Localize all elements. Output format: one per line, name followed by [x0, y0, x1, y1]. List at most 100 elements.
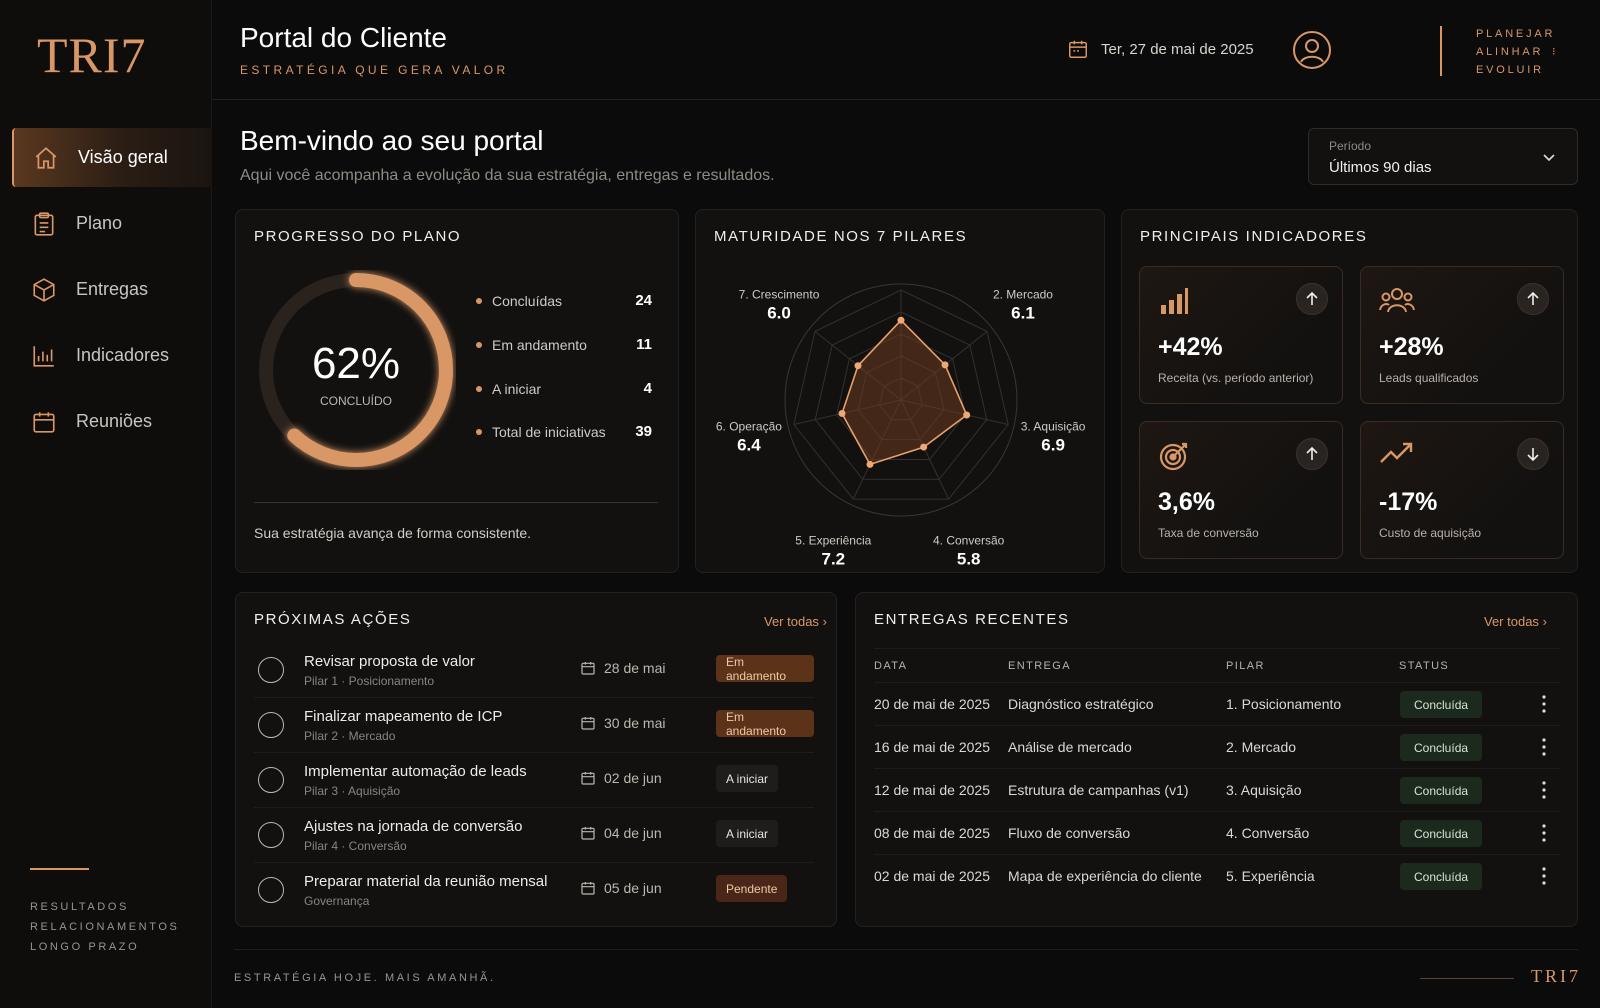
calendar-icon — [1069, 40, 1087, 58]
cell-delivery: Diagnóstico estratégico — [1008, 696, 1154, 712]
chevron-right-icon: › — [822, 614, 827, 629]
more-vertical-icon[interactable] — [1542, 824, 1546, 842]
action-row: Ajustes na jornada de conversão Pilar 4 … — [254, 808, 814, 863]
radar-value: 7.2 — [821, 550, 845, 569]
card-title: MATURIDADE NOS 7 PILARES — [714, 228, 968, 245]
radar-label: 7. Crescimento — [739, 288, 820, 302]
action-row: Preparar material da reunião mensal Gove… — [254, 863, 814, 918]
status-badge: A iniciar — [716, 765, 779, 792]
kpi-leads[interactable]: +28% Leads qualificados — [1360, 266, 1564, 404]
view-all-deliveries-link[interactable]: Ver todas › — [1484, 614, 1547, 629]
action-checkbox[interactable] — [258, 657, 284, 683]
kpi-card: PRINCIPAIS INDICADORES +42% Receita (vs.… — [1121, 209, 1578, 573]
table-row: 16 de mai de 2025 Análise de mercado 2. … — [874, 725, 1560, 768]
cell-date: 12 de mai de 2025 — [874, 782, 990, 798]
more-vertical-icon[interactable] — [1542, 781, 1546, 799]
action-checkbox[interactable] — [258, 767, 284, 793]
action-title: Revisar proposta de valor — [304, 653, 475, 670]
status-badge: Concluída — [1400, 734, 1483, 761]
legend-item: Concluídas 24 — [476, 292, 652, 309]
action-row: Revisar proposta de valor Pilar 1 · Posi… — [254, 643, 814, 698]
sidebar-item-visao-geral[interactable]: Visão geral — [12, 128, 212, 187]
more-vertical-icon[interactable] — [1542, 867, 1546, 885]
legend-item: Em andamento 11 — [476, 336, 652, 353]
radar-points — [838, 316, 971, 468]
bar-chart-icon — [30, 342, 58, 370]
action-title: Ajustes na jornada de conversão — [304, 818, 523, 835]
radar-outer-ring — [784, 283, 1018, 517]
sidebar-item-indicadores[interactable]: Indicadores — [12, 326, 212, 385]
radar-value: 5.8 — [957, 550, 981, 569]
card-title: ENTREGAS RECENTES — [874, 611, 1070, 628]
cell-delivery: Mapa de experiência do cliente — [1008, 868, 1202, 884]
sidebar-item-entregas[interactable]: Entregas — [12, 260, 212, 319]
radar-value: 6.1 — [1011, 304, 1035, 323]
footer-tagline: ESTRATÉGIA HOJE. MAIS AMANHÃ. — [234, 972, 496, 984]
footer-rule — [1420, 978, 1514, 979]
footer-logo: TRI7 — [1531, 966, 1581, 986]
user-avatar-button[interactable] — [1292, 30, 1332, 75]
action-pillar: Governança — [304, 894, 370, 908]
kpi-value: 3,6% — [1158, 488, 1215, 516]
action-date: 28 de mai — [580, 660, 665, 676]
clipboard-icon — [30, 210, 58, 238]
target-icon — [1159, 442, 1188, 471]
action-checkbox[interactable] — [258, 822, 284, 848]
header-tags: PLANEJAR ALINHAR EVOLUIR ⁝ — [1476, 28, 1559, 76]
kpi-revenue[interactable]: +42% Receita (vs. período anterior) — [1139, 266, 1343, 404]
donut-progress-arc — [259, 273, 453, 467]
sidebar-tags: RESULTADOS RELACIONAMENTOS LONGO PRAZO — [30, 901, 180, 953]
action-date: 04 de jun — [580, 825, 662, 841]
progress-card: PROGRESSO DO PLANO 62% CONCLUÍDO Concluí… — [235, 209, 679, 573]
card-divider — [254, 502, 658, 503]
action-pillar: Pilar 1 · Posicionamento — [304, 674, 435, 688]
sidebar-item-reunioes[interactable]: Reuniões — [12, 392, 212, 451]
period-value: Últimos 90 dias — [1329, 159, 1432, 176]
radar-label: 4. Conversão — [933, 534, 1005, 548]
status-badge: Concluída — [1400, 691, 1483, 718]
welcome-subtitle: Aqui você acompanha a evolução da sua es… — [240, 167, 775, 184]
period-select[interactable]: Período Últimos 90 dias — [1308, 128, 1578, 185]
action-title: Preparar material da reunião mensal — [304, 873, 548, 890]
kpi-value: +28% — [1379, 333, 1444, 361]
kpi-conversion[interactable]: 3,6% Taxa de conversão — [1139, 421, 1343, 559]
date-text: Ter, 27 de mai de 2025 — [1101, 40, 1254, 58]
radar-point — [941, 361, 949, 369]
cell-date: 20 de mai de 2025 — [874, 696, 990, 712]
action-pillar: Pilar 2 · Mercado — [304, 729, 396, 743]
action-pillar: Pilar 4 · Conversão — [304, 839, 407, 853]
radar-area — [841, 319, 968, 466]
progress-note: Sua estratégia avança de forma consisten… — [254, 525, 532, 541]
action-checkbox[interactable] — [258, 712, 284, 738]
cell-delivery: Análise de mercado — [1008, 739, 1132, 755]
cell-date: 16 de mai de 2025 — [874, 739, 990, 755]
more-vertical-icon[interactable] — [1542, 738, 1546, 756]
legend-dot — [476, 341, 482, 348]
radar-grid-ring — [814, 311, 988, 480]
radar-label: 2. Mercado — [993, 288, 1053, 302]
radar-label: 3. Aquisição — [1021, 420, 1086, 434]
table-divider — [874, 648, 1560, 649]
action-checkbox[interactable] — [258, 877, 284, 903]
column-header-pillar: PILAR — [1226, 660, 1265, 672]
kpi-label: Taxa de conversão — [1158, 526, 1259, 540]
radar-point — [866, 460, 874, 468]
column-header-status: STATUS — [1399, 660, 1450, 672]
action-date: 05 de jun — [580, 880, 662, 896]
sidebar-item-plano[interactable]: Plano — [12, 194, 212, 253]
card-title: PRINCIPAIS INDICADORES — [1140, 228, 1368, 245]
legend-dot — [476, 297, 482, 304]
kpi-acquisition-cost[interactable]: -17% Custo de aquisição — [1360, 421, 1564, 559]
view-all-actions-link[interactable]: Ver todas › — [764, 614, 827, 629]
status-badge: A iniciar — [716, 820, 779, 847]
logo: TRI7 — [37, 27, 147, 83]
cell-delivery: Estrutura de campanhas (v1) — [1008, 782, 1189, 798]
kpi-label: Custo de aquisição — [1379, 526, 1482, 540]
action-title: Finalizar mapeamento de ICP — [304, 708, 503, 725]
radar-label: 6. Operação — [716, 420, 782, 434]
status-badge: Concluída — [1400, 863, 1483, 890]
more-vertical-icon[interactable] — [1542, 695, 1546, 713]
cell-pillar: 3. Aquisição — [1226, 782, 1302, 798]
column-header-date: DATA — [874, 660, 908, 672]
